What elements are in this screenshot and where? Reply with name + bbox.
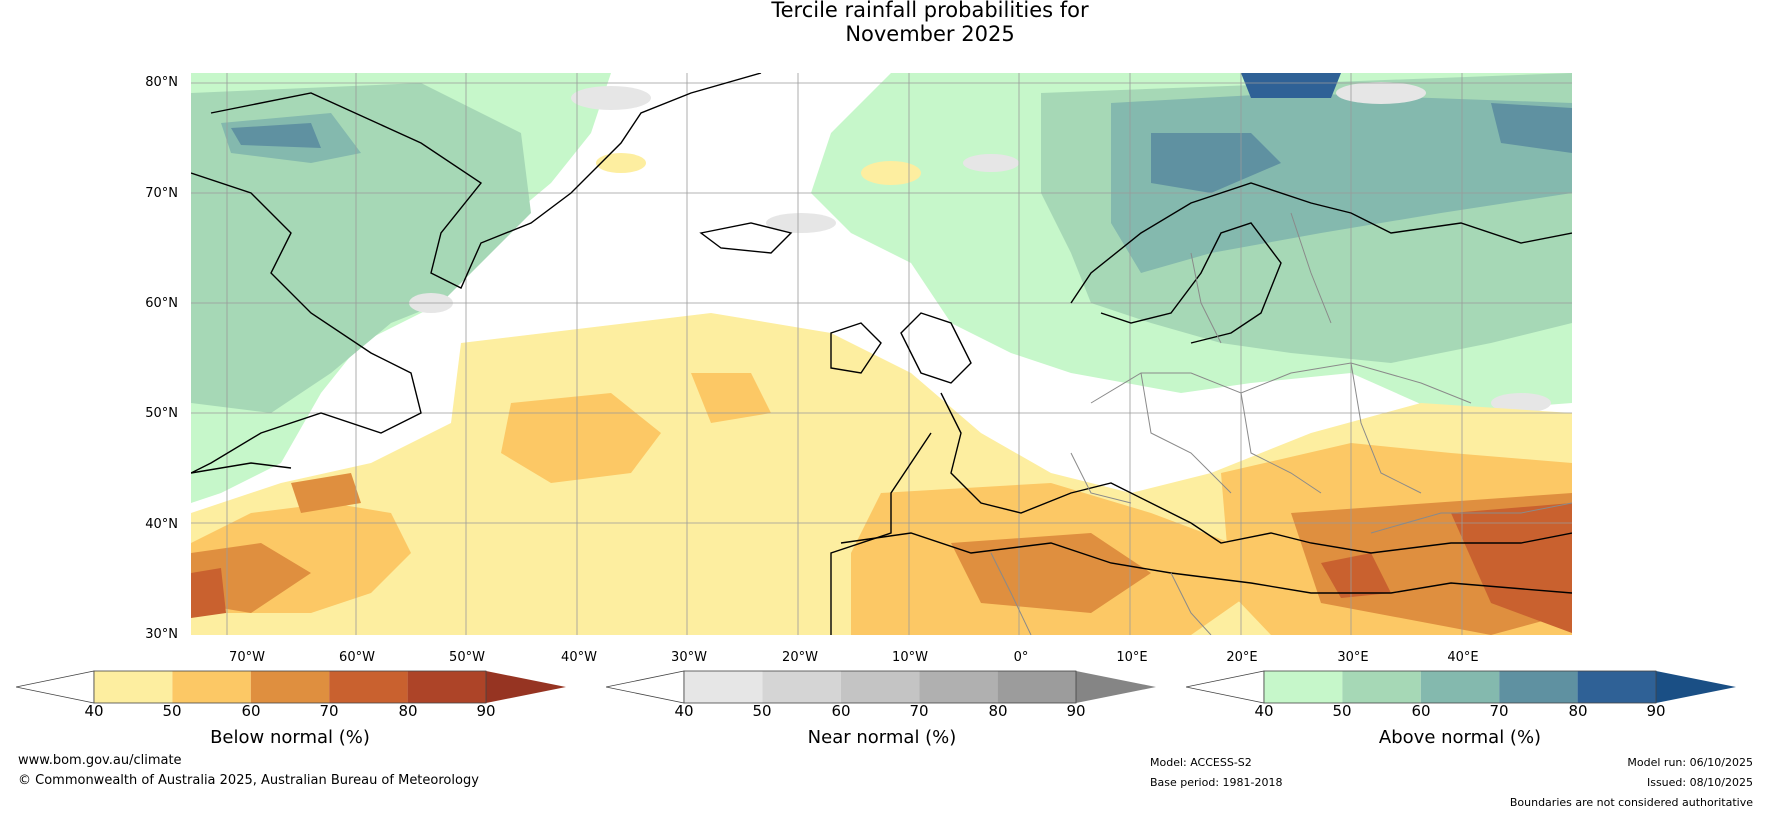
lat-label-30n: 30°N	[145, 627, 178, 642]
colorbar-below-normal-scale	[16, 670, 566, 704]
colorbar-below-tick-40: 40	[84, 702, 104, 720]
lon-label-40e: 40°E	[1447, 650, 1479, 665]
colorbar-near-high-extension	[1076, 671, 1156, 703]
lat-label-70n: 70°N	[145, 186, 178, 201]
lon-label-0: 0°	[1013, 650, 1029, 665]
colorbar-near-normal-scale	[606, 670, 1156, 704]
colorbar-below-tick-50: 50	[162, 702, 182, 720]
colorbar-below-tick-70: 70	[319, 702, 339, 720]
colorbar-above-segment-70-80	[1499, 671, 1578, 703]
lat-label-50n: 50°N	[145, 406, 178, 421]
colorbar-above-normal-scale	[1186, 670, 1736, 704]
colorbar-above-tick-40: 40	[1254, 702, 1274, 720]
colorbar-near-tick-80: 80	[988, 702, 1008, 720]
colorbar-above-tick-80: 80	[1568, 702, 1588, 720]
issued-text: Issued: 08/10/2025	[1646, 776, 1753, 789]
colorbar-near-segment-40-50	[684, 671, 763, 703]
base-period-text: Base period: 1981-2018	[1150, 776, 1283, 789]
colorbar-above-segment-60-70	[1420, 671, 1500, 703]
colorbar-above-tick-50: 50	[1332, 702, 1352, 720]
country-borders	[990, 212, 1572, 635]
map-title: Tercile rainfall probabilities for Novem…	[0, 0, 1770, 46]
colorbar-above-segment-80-90	[1577, 671, 1656, 703]
colorbar-above-segment-50-60	[1342, 671, 1421, 703]
colorbar-below-tick-90: 90	[476, 702, 496, 720]
colorbar-above-low-extension	[1186, 670, 1265, 704]
colorbar-near-title: Near normal (%)	[807, 727, 957, 748]
colorbar-above-high-extension	[1656, 671, 1736, 703]
model-run-text: Model run: 06/10/2025	[1627, 756, 1753, 769]
graticule	[191, 73, 1572, 635]
lon-label-40w: 40°W	[561, 650, 597, 665]
colorbar-near-tick-90: 90	[1066, 702, 1086, 720]
colorbar-above-tick-70: 70	[1489, 702, 1509, 720]
map-canvas	[191, 73, 1572, 635]
lon-label-60w: 60°W	[339, 650, 375, 665]
lon-label-20e: 20°E	[1226, 650, 1258, 665]
colorbar-near-segment-70-80	[919, 671, 998, 703]
colorbar-above-segment-40-50	[1264, 671, 1343, 703]
lon-label-10w: 10°W	[892, 650, 928, 665]
colorbar-above-tick-90: 90	[1646, 702, 1666, 720]
colorbar-below-segment-50-60	[172, 671, 251, 703]
probability-map	[191, 73, 1572, 635]
lat-label-60n: 60°N	[145, 296, 178, 311]
below-normal-regions	[191, 153, 1572, 635]
title-line-2: November 2025	[845, 22, 1015, 46]
colorbar-near-low-extension	[606, 670, 685, 704]
colorbar-near-segment-50-60	[762, 671, 841, 703]
colorbar-below-segment-40-50	[94, 671, 173, 703]
colorbar-near-tick-50: 50	[752, 702, 772, 720]
colorbar-below-low-extension	[16, 670, 95, 704]
lon-label-20w: 20°W	[782, 650, 818, 665]
colorbar-near-tick-40: 40	[674, 702, 694, 720]
copyright-text: © Commonwealth of Australia 2025, Austra…	[18, 773, 479, 788]
colorbar-below-segment-70-80	[329, 671, 408, 703]
colorbar-above-title: Above normal (%)	[1378, 727, 1542, 748]
colorbar-below-tick-80: 80	[398, 702, 418, 720]
lat-label-40n: 40°N	[145, 517, 178, 532]
colorbar-above-tick-60: 60	[1411, 702, 1431, 720]
lat-label-80n: 80°N	[145, 75, 178, 90]
lon-label-70w: 70°W	[229, 650, 265, 665]
colorbar-near-tick-70: 70	[909, 702, 929, 720]
colorbar-near-tick-60: 60	[831, 702, 851, 720]
colorbar-below-tick-60: 60	[241, 702, 261, 720]
colorbar-below-segment-60-70	[250, 671, 330, 703]
website-link[interactable]: www.bom.gov.au/climate	[18, 753, 182, 768]
colorbar-below-high-extension	[486, 671, 566, 703]
colorbar-below-title: Below normal (%)	[210, 727, 370, 748]
colorbar-below-segment-80-90	[407, 671, 486, 703]
lon-label-30e: 30°E	[1337, 650, 1369, 665]
lon-label-30w: 30°W	[671, 650, 707, 665]
title-line-1: Tercile rainfall probabilities for	[771, 0, 1089, 22]
disclaimer-text: Boundaries are not considered authoritat…	[1509, 796, 1753, 809]
lon-label-50w: 50°W	[449, 650, 485, 665]
colorbar-near-segment-60-70	[840, 671, 920, 703]
model-text: Model: ACCESS-S2	[1150, 756, 1252, 769]
lon-label-10e: 10°E	[1116, 650, 1148, 665]
colorbar-near-segment-80-90	[997, 671, 1076, 703]
